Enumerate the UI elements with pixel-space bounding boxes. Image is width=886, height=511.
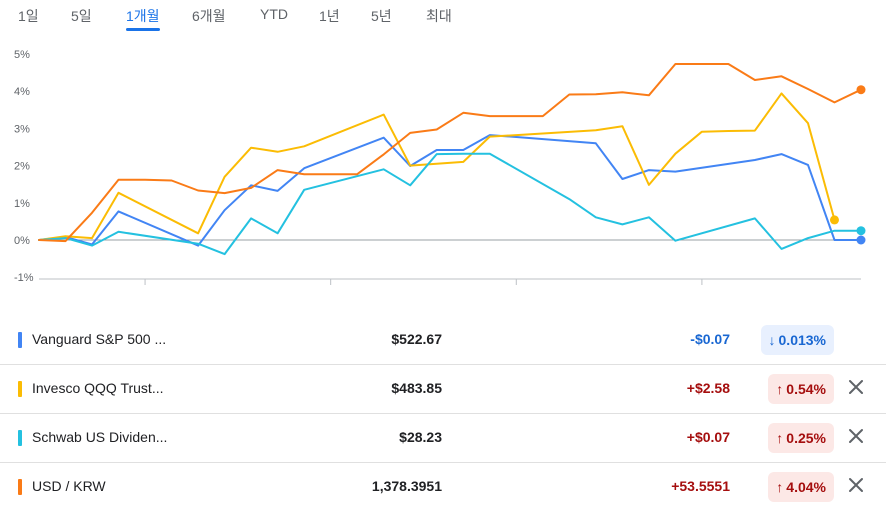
series-line-0: [38, 134, 862, 247]
percent-change-badge: ↓ 0.013%: [760, 325, 834, 355]
series-end-point-0: [856, 235, 866, 245]
y-tick-label: -1%: [14, 272, 34, 284]
comparison-row[interactable]: Invesco QQQ Trust... $483.85 +$2.58 ↑ 0.54%: [0, 365, 886, 413]
comparison-row[interactable]: Vanguard S&P 500 ... $522.67 -$0.07 ↓ 0.013%: [0, 316, 886, 364]
row-divider: [0, 364, 886, 365]
row-divider: [0, 413, 886, 414]
security-price: 1,378.3951: [371, 478, 442, 494]
percent-change-value: 0.013%: [778, 332, 826, 348]
percent-change-badge: ↑ 4.04%: [768, 472, 834, 502]
series-end-point-1: [829, 215, 839, 225]
tab-4[interactable]: YTD: [260, 6, 288, 22]
comparison-row[interactable]: USD / KRW 1,378.3951 +53.5551 ↑ 4.04%: [0, 463, 886, 511]
security-name: Invesco QQQ Trust...: [32, 380, 164, 396]
y-tick-label: 0%: [14, 235, 30, 247]
price-change: -$0.07: [690, 331, 730, 347]
y-tick-label: 2%: [14, 161, 30, 173]
price-change: +53.5551: [671, 478, 730, 494]
arrow-down-icon: ↓: [768, 332, 776, 348]
series-color-marker: [18, 479, 22, 495]
series-line-2: [38, 152, 862, 256]
close-icon[interactable]: [844, 424, 868, 448]
arrow-up-icon: ↑: [776, 430, 784, 446]
security-price: $28.23: [399, 429, 442, 445]
tab-0[interactable]: 1일: [18, 8, 39, 24]
tab-6[interactable]: 5년: [371, 8, 392, 24]
security-name: Vanguard S&P 500 ...: [32, 331, 167, 347]
security-price: $483.85: [391, 380, 442, 396]
y-tick-label: 1%: [14, 198, 30, 210]
percent-change-badge: ↑ 0.25%: [768, 423, 834, 453]
tab-3[interactable]: 6개월: [192, 8, 226, 24]
arrow-up-icon: ↑: [776, 479, 784, 495]
arrow-up-icon: ↑: [776, 381, 784, 397]
series-line-3: [38, 63, 862, 243]
tab-1[interactable]: 5일: [71, 8, 92, 24]
row-divider: [0, 462, 886, 463]
y-tick-label: 4%: [14, 86, 30, 98]
series-color-marker: [18, 430, 22, 446]
percent-change-value: 0.54%: [786, 381, 826, 397]
price-change: +$0.07: [686, 429, 730, 445]
tab-5[interactable]: 1년: [319, 8, 340, 24]
series-color-marker: [18, 332, 22, 348]
security-price: $522.67: [391, 331, 442, 347]
comparison-row[interactable]: Schwab US Dividen... $28.23 +$0.07 ↑ 0.25%: [0, 414, 886, 462]
series-end-point-2: [856, 226, 866, 236]
tab-7[interactable]: 최대: [426, 8, 452, 24]
close-icon[interactable]: [844, 473, 868, 497]
series-color-marker: [18, 381, 22, 397]
security-name: USD / KRW: [32, 478, 106, 494]
y-tick-label: 5%: [14, 49, 30, 61]
percent-change-value: 0.25%: [786, 430, 826, 446]
security-name: Schwab US Dividen...: [32, 429, 168, 445]
close-icon[interactable]: [844, 375, 868, 399]
percent-change-value: 4.04%: [786, 479, 826, 495]
tab-2[interactable]: 1개월: [126, 8, 160, 31]
series-line-1: [38, 92, 836, 241]
comparison-line-chart: 5%4%3%2%1%0%-1%10월 5일10월 12일10월 19일10월 2…: [14, 49, 866, 285]
series-end-point-3: [856, 85, 866, 95]
time-range-tabs: 1일 5일 1개월 6개월 YTD 1년 5년 최대: [0, 0, 886, 34]
y-tick-label: 3%: [14, 123, 30, 135]
price-change: +$2.58: [686, 380, 730, 396]
percent-change-badge: ↑ 0.54%: [768, 374, 834, 404]
